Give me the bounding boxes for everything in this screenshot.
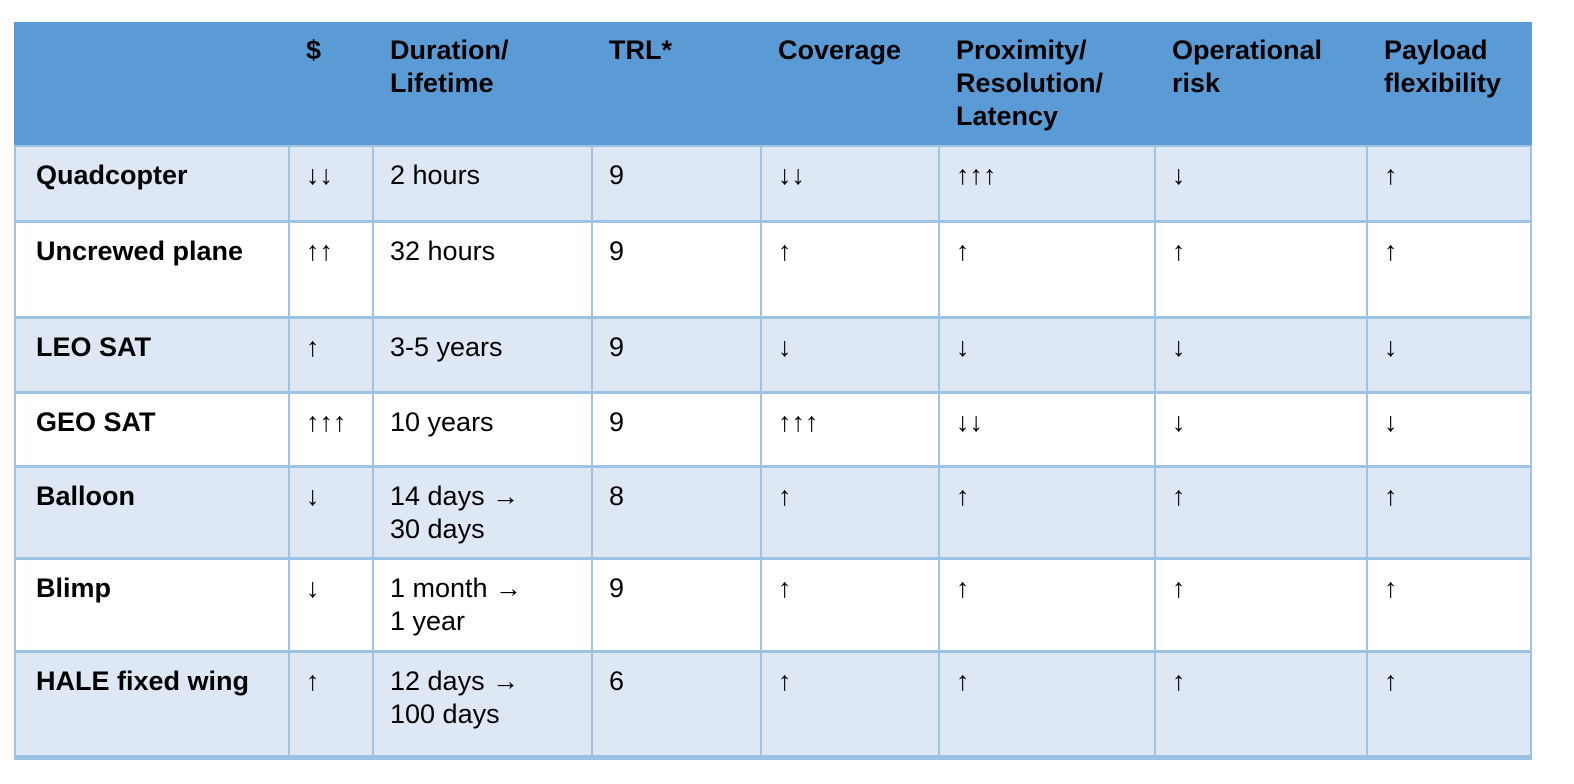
payload-cell: ↑ <box>1368 652 1532 760</box>
proximity-cell: ↑ <box>940 467 1156 560</box>
trl-cell: 8 <box>593 467 762 560</box>
trl-cell: 9 <box>593 318 762 394</box>
duration-cell: 3-5 years <box>374 318 593 394</box>
payload-cell: ↓ <box>1368 393 1532 468</box>
operational-risk-cell: ↑ <box>1156 652 1368 760</box>
col-header-trl: TRL* <box>593 22 762 147</box>
table-row: GEO SAT ↑↑↑ 10 years 9 ↑↑↑ ↓↓ ↓ ↓ <box>14 393 1532 468</box>
table-body: Quadcopter ↓↓ 2 hours 9 ↓↓ ↑↑↑ ↓ ↑ Uncre… <box>14 146 1532 760</box>
table-row: HALE fixed wing ↑ 12 days → 100 days 6 ↑… <box>14 652 1532 760</box>
col-header-coverage: Coverage <box>762 22 940 147</box>
payload-cell: ↑ <box>1368 559 1532 653</box>
trl-cell: 9 <box>593 393 762 468</box>
col-header-platform <box>14 22 290 147</box>
coverage-cell: ↑ <box>762 652 940 760</box>
col-header-operational-risk: Operational risk <box>1156 22 1368 147</box>
cost-cell: ↑ <box>290 318 374 394</box>
header-row: $ Duration/ Lifetime TRL* Coverage Proxi… <box>14 22 1532 147</box>
duration-cell: 14 days → 30 days <box>374 467 593 560</box>
col-header-proximity-resolution-latency: Proximity/ Resolution/ Latency <box>940 22 1156 147</box>
cost-cell: ↑↑ <box>290 222 374 319</box>
table-row: LEO SAT ↑ 3-5 years 9 ↓ ↓ ↓ ↓ <box>14 318 1532 394</box>
proximity-cell: ↑ <box>940 222 1156 319</box>
row-label-cell: HALE fixed wing <box>14 652 290 760</box>
coverage-cell: ↓ <box>762 318 940 394</box>
duration-cell: 12 days → 100 days <box>374 652 593 760</box>
trl-cell: 9 <box>593 146 762 223</box>
operational-risk-cell: ↑ <box>1156 222 1368 319</box>
payload-cell: ↑ <box>1368 467 1532 560</box>
trl-cell: 9 <box>593 222 762 319</box>
operational-risk-cell: ↑ <box>1156 559 1368 653</box>
row-label-cell: Blimp <box>14 559 290 653</box>
cost-cell: ↓ <box>290 467 374 560</box>
table-row: Blimp ↓ 1 month → 1 year 9 ↑ ↑ ↑ ↑ <box>14 559 1532 653</box>
coverage-cell: ↑ <box>762 559 940 653</box>
row-label-cell: Uncrewed plane <box>14 222 290 319</box>
col-header-duration-lifetime: Duration/ Lifetime <box>374 22 593 147</box>
coverage-cell: ↑ <box>762 467 940 560</box>
trl-cell: 9 <box>593 559 762 653</box>
trl-cell: 6 <box>593 652 762 760</box>
platform-comparison-table: $ Duration/ Lifetime TRL* Coverage Proxi… <box>14 22 1532 760</box>
operational-risk-cell: ↑ <box>1156 467 1368 560</box>
duration-cell: 1 month → 1 year <box>374 559 593 653</box>
row-label-cell: LEO SAT <box>14 318 290 394</box>
duration-cell: 2 hours <box>374 146 593 223</box>
proximity-cell: ↑ <box>940 559 1156 653</box>
cost-cell: ↓↓ <box>290 146 374 223</box>
operational-risk-cell: ↓ <box>1156 146 1368 223</box>
row-label-cell: GEO SAT <box>14 393 290 468</box>
col-header-cost: $ <box>290 22 374 147</box>
operational-risk-cell: ↓ <box>1156 393 1368 468</box>
proximity-cell: ↑ <box>940 652 1156 760</box>
cost-cell: ↑ <box>290 652 374 760</box>
proximity-cell: ↑↑↑ <box>940 146 1156 223</box>
coverage-cell: ↑ <box>762 222 940 319</box>
duration-cell: 10 years <box>374 393 593 468</box>
payload-cell: ↑ <box>1368 222 1532 319</box>
coverage-cell: ↑↑↑ <box>762 393 940 468</box>
coverage-cell: ↓↓ <box>762 146 940 223</box>
table-row: Quadcopter ↓↓ 2 hours 9 ↓↓ ↑↑↑ ↓ ↑ <box>14 146 1532 223</box>
payload-cell: ↓ <box>1368 318 1532 394</box>
table-row: Uncrewed plane ↑↑ 32 hours 9 ↑ ↑ ↑ ↑ <box>14 222 1532 319</box>
row-label-cell: Balloon <box>14 467 290 560</box>
col-header-payload-flexibility: Payload flexibility <box>1368 22 1532 147</box>
table-row: Balloon ↓ 14 days → 30 days 8 ↑ ↑ ↑ ↑ <box>14 467 1532 560</box>
cost-cell: ↓ <box>290 559 374 653</box>
duration-cell: 32 hours <box>374 222 593 319</box>
cost-cell: ↑↑↑ <box>290 393 374 468</box>
row-label-cell: Quadcopter <box>14 146 290 223</box>
operational-risk-cell: ↓ <box>1156 318 1368 394</box>
proximity-cell: ↓ <box>940 318 1156 394</box>
payload-cell: ↑ <box>1368 146 1532 223</box>
proximity-cell: ↓↓ <box>940 393 1156 468</box>
